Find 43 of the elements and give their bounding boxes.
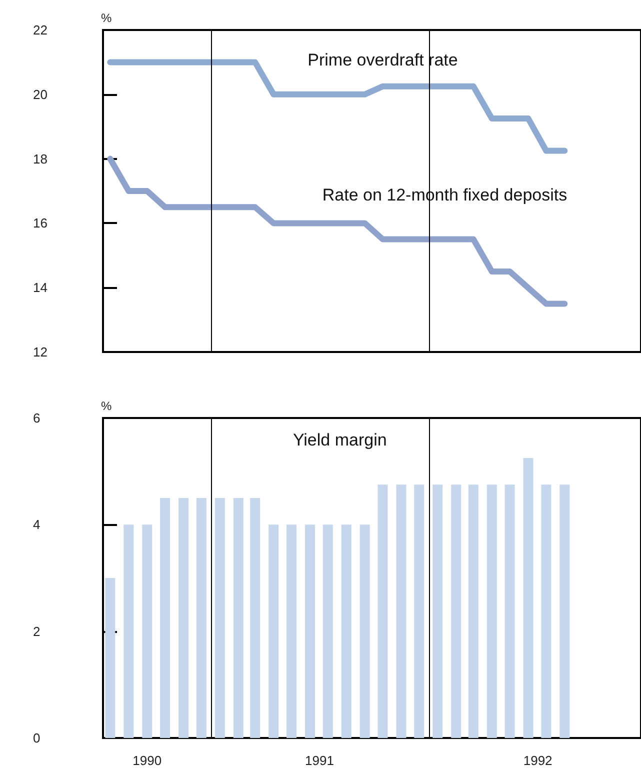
- y-tick-label: 12: [33, 344, 48, 360]
- bar: [451, 484, 462, 738]
- bar: [233, 498, 244, 738]
- bar: [341, 524, 352, 738]
- x-tick-label: 1992: [523, 753, 552, 768]
- bar: [268, 524, 279, 738]
- x-tick-label: 1991: [305, 753, 334, 768]
- y-tick-label: 20: [33, 86, 48, 102]
- bar: [142, 524, 152, 738]
- bar: [504, 484, 515, 738]
- y-tick-label: 22: [33, 22, 48, 38]
- bar: [105, 578, 116, 738]
- bar: [560, 484, 570, 738]
- bar: [160, 498, 170, 738]
- y-axis-title: %: [101, 399, 112, 413]
- y-tick-label: 16: [33, 216, 48, 231]
- bar: [541, 484, 552, 738]
- bar: [414, 484, 424, 738]
- y-tick-label: 2: [33, 624, 40, 639]
- bar: [432, 484, 443, 738]
- y-axis-title: %: [101, 11, 112, 25]
- bar: [250, 498, 260, 738]
- text: Yield margin: [292, 430, 387, 450]
- bar: [304, 524, 315, 738]
- y-tick-label: 14: [33, 280, 48, 296]
- bar: [486, 484, 497, 738]
- bar: [322, 524, 333, 738]
- bar: [178, 498, 189, 738]
- series-label: Prime overdraft rate: [308, 50, 458, 70]
- bar: [360, 524, 370, 738]
- y-tick-label: 4: [33, 517, 40, 532]
- bar: [124, 524, 134, 738]
- bar: [468, 484, 478, 738]
- y-tick-label: 6: [33, 410, 40, 426]
- bar: [378, 484, 388, 738]
- x-tick-label: 1990: [132, 753, 162, 768]
- bar: [396, 484, 406, 738]
- bar: [523, 458, 534, 738]
- bar: [286, 524, 296, 738]
- bar: [196, 498, 206, 738]
- y-tick-label: 18: [33, 151, 48, 166]
- bar: [214, 498, 225, 738]
- y-tick-label: 0: [33, 730, 40, 746]
